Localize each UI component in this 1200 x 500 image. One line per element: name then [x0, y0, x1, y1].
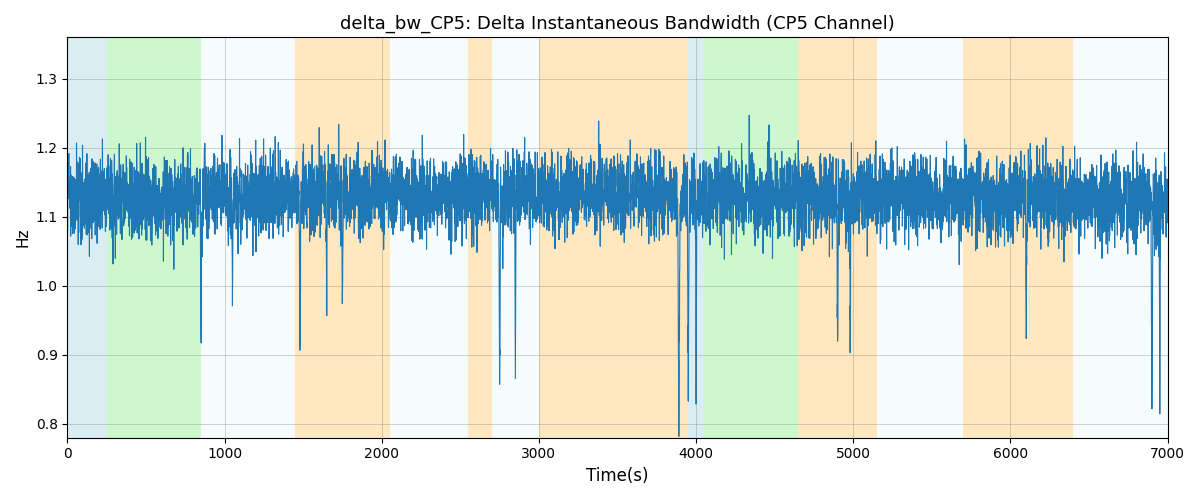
Bar: [200, 38, 295, 438]
Y-axis label: Hz: Hz: [16, 228, 30, 248]
Bar: [492, 38, 539, 438]
Bar: [539, 38, 688, 438]
Bar: [390, 38, 468, 438]
Bar: [107, 38, 200, 438]
Bar: [295, 38, 390, 438]
Title: delta_bw_CP5: Delta Instantaneous Bandwidth (CP5 Channel): delta_bw_CP5: Delta Instantaneous Bandwi…: [340, 15, 895, 34]
Bar: [468, 38, 492, 438]
Bar: [877, 38, 964, 438]
Bar: [688, 38, 704, 438]
Bar: [704, 38, 798, 438]
Bar: [1073, 38, 1168, 438]
Bar: [798, 38, 877, 438]
Bar: [964, 38, 1073, 438]
X-axis label: Time(s): Time(s): [587, 467, 649, 485]
Bar: [67, 38, 107, 438]
